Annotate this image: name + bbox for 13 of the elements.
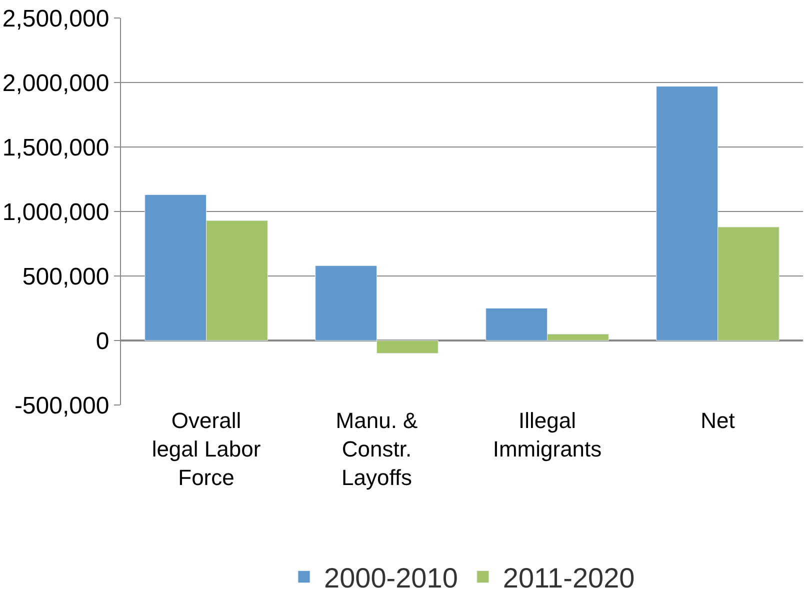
- x-tick-label: Net: [700, 408, 735, 433]
- y-tick-label: 2,000,000: [2, 70, 110, 97]
- y-tick-label: 0: [96, 328, 110, 355]
- legend-label: 2000-2010: [324, 562, 458, 594]
- legend-label: 2011-2020: [502, 562, 635, 594]
- y-tick-label: 1,000,000: [2, 198, 110, 226]
- x-tick-label: Manu. & Constr. Layoffs: [336, 408, 418, 490]
- x-tick-label: Overall legal Labor Force: [152, 408, 261, 490]
- y-tick-label: -500,000: [14, 392, 110, 420]
- x-tick-label: Illegal Immigrants: [492, 408, 602, 462]
- y-tick-label: 2,500,000: [2, 5, 110, 32]
- y-tick-label: 500,000: [22, 263, 110, 290]
- y-tick-label: 1,500,000: [2, 134, 110, 162]
